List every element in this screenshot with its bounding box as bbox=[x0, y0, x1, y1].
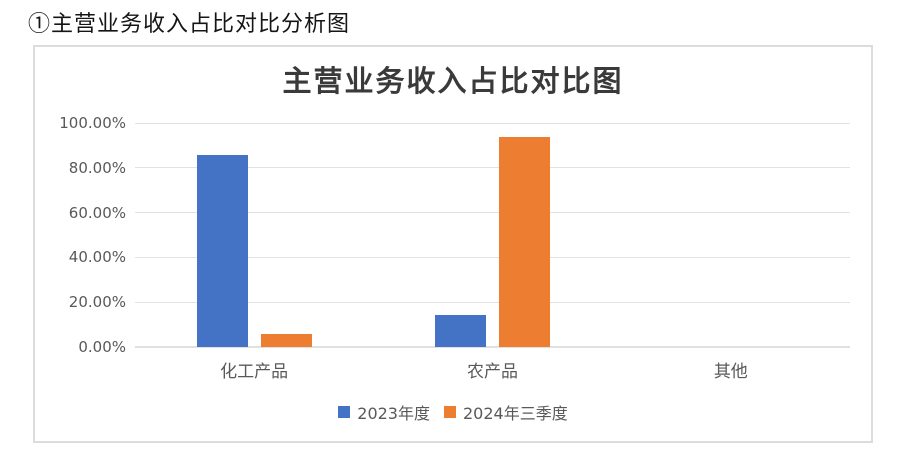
legend-item: 2023年度 bbox=[338, 400, 430, 424]
x-axis-tick-label: 化工产品 bbox=[220, 362, 289, 382]
legend: 2023年度 2024年三季度 bbox=[35, 400, 871, 424]
grid-line bbox=[135, 256, 850, 258]
plot-area bbox=[135, 122, 850, 348]
grid-line bbox=[135, 122, 850, 124]
y-axis-tick-label: 20.00% bbox=[68, 293, 126, 312]
legend-item: 2024年三季度 bbox=[444, 400, 568, 424]
bar-2024年三季度-农产品 bbox=[499, 136, 550, 347]
bar-2024年三季度-化工产品 bbox=[260, 334, 312, 347]
y-axis-tick-label: 40.00% bbox=[68, 248, 126, 267]
chart-panel: 主营业务收入占比对比图 0.00% 20.00% 40.00% 60.00% 80.00… bbox=[33, 45, 873, 443]
legend-label: 2024年三季度 bbox=[463, 404, 568, 423]
x-axis-tick-label: 农产品 bbox=[466, 362, 518, 382]
bar-2023年度-农产品 bbox=[435, 314, 486, 347]
grid-line bbox=[135, 212, 850, 214]
bar-2023年度-化工产品 bbox=[196, 155, 248, 347]
y-axis-tick-label: 80.00% bbox=[68, 158, 126, 177]
grid-line bbox=[135, 167, 850, 169]
section-heading: ①主营业务收入占比对比分析图 bbox=[28, 12, 351, 37]
legend-label: 2023年度 bbox=[357, 404, 430, 423]
y-axis-labels: 0.00% 20.00% 40.00% 60.00% 80.00% 100.00% bbox=[35, 114, 126, 356]
x-axis-tick-label: 其他 bbox=[713, 362, 748, 382]
y-axis-tick-label: 0.00% bbox=[78, 338, 126, 356]
x-axis-line bbox=[135, 346, 850, 348]
x-axis-labels: 化工产品 农产品 其他 bbox=[135, 357, 850, 382]
legend-swatch-icon bbox=[338, 406, 351, 418]
chart-title: 主营业务收入占比对比图 bbox=[282, 64, 624, 98]
grid-line bbox=[135, 301, 850, 303]
y-axis-tick-label: 100.00% bbox=[59, 114, 126, 132]
y-axis-tick-label: 60.00% bbox=[68, 203, 126, 222]
legend-swatch-icon bbox=[444, 406, 456, 418]
